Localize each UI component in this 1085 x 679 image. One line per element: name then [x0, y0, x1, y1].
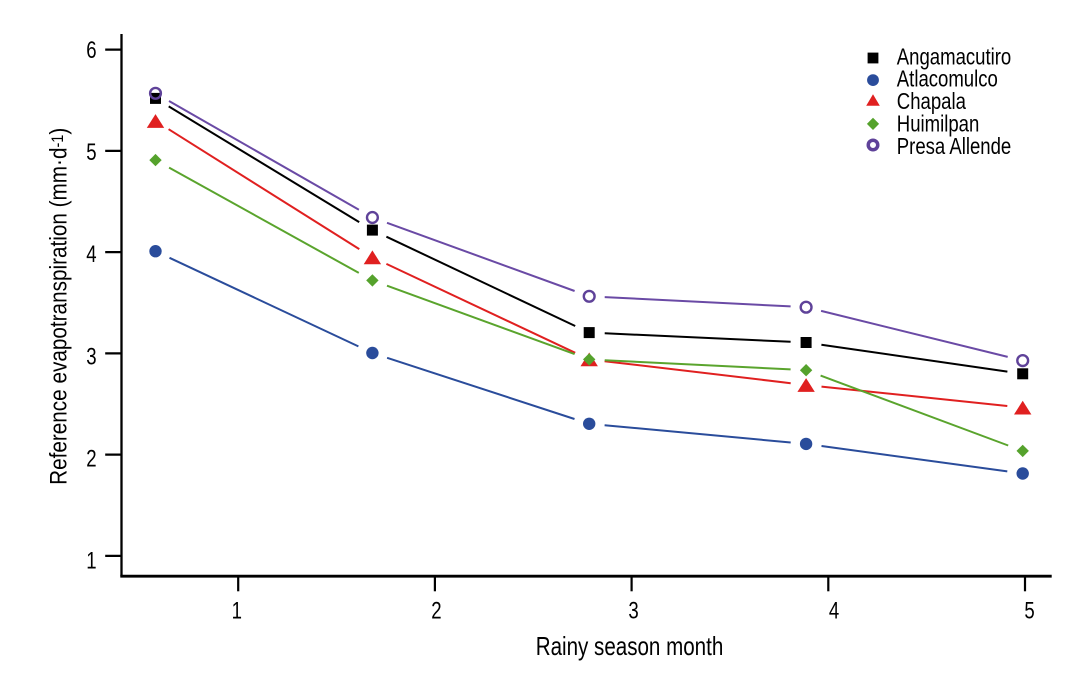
svg-text:Chapala: Chapala: [897, 89, 966, 115]
svg-text:Atlacomulco: Atlacomulco: [897, 67, 998, 93]
svg-text:3: 3: [86, 343, 96, 370]
svg-text:6: 6: [86, 37, 96, 64]
svg-text:1: 1: [232, 597, 242, 624]
svg-text:Angamacutiro: Angamacutiro: [897, 44, 1011, 70]
svg-text:Rainy season month: Rainy season month: [536, 632, 724, 661]
svg-text:Reference evapotranspiration (: Reference evapotranspiration (mm·d-1): [45, 128, 72, 485]
svg-text:4: 4: [86, 241, 96, 268]
svg-text:Huimilpan: Huimilpan: [897, 111, 979, 137]
svg-text:5: 5: [1024, 597, 1034, 624]
svg-text:5: 5: [86, 139, 96, 166]
svg-text:1: 1: [86, 547, 96, 574]
svg-text:2: 2: [431, 597, 441, 624]
svg-text:3: 3: [628, 597, 638, 624]
svg-text:2: 2: [86, 445, 96, 472]
svg-text:Presa Allende: Presa Allende: [897, 134, 1011, 160]
svg-text:4: 4: [829, 597, 839, 624]
